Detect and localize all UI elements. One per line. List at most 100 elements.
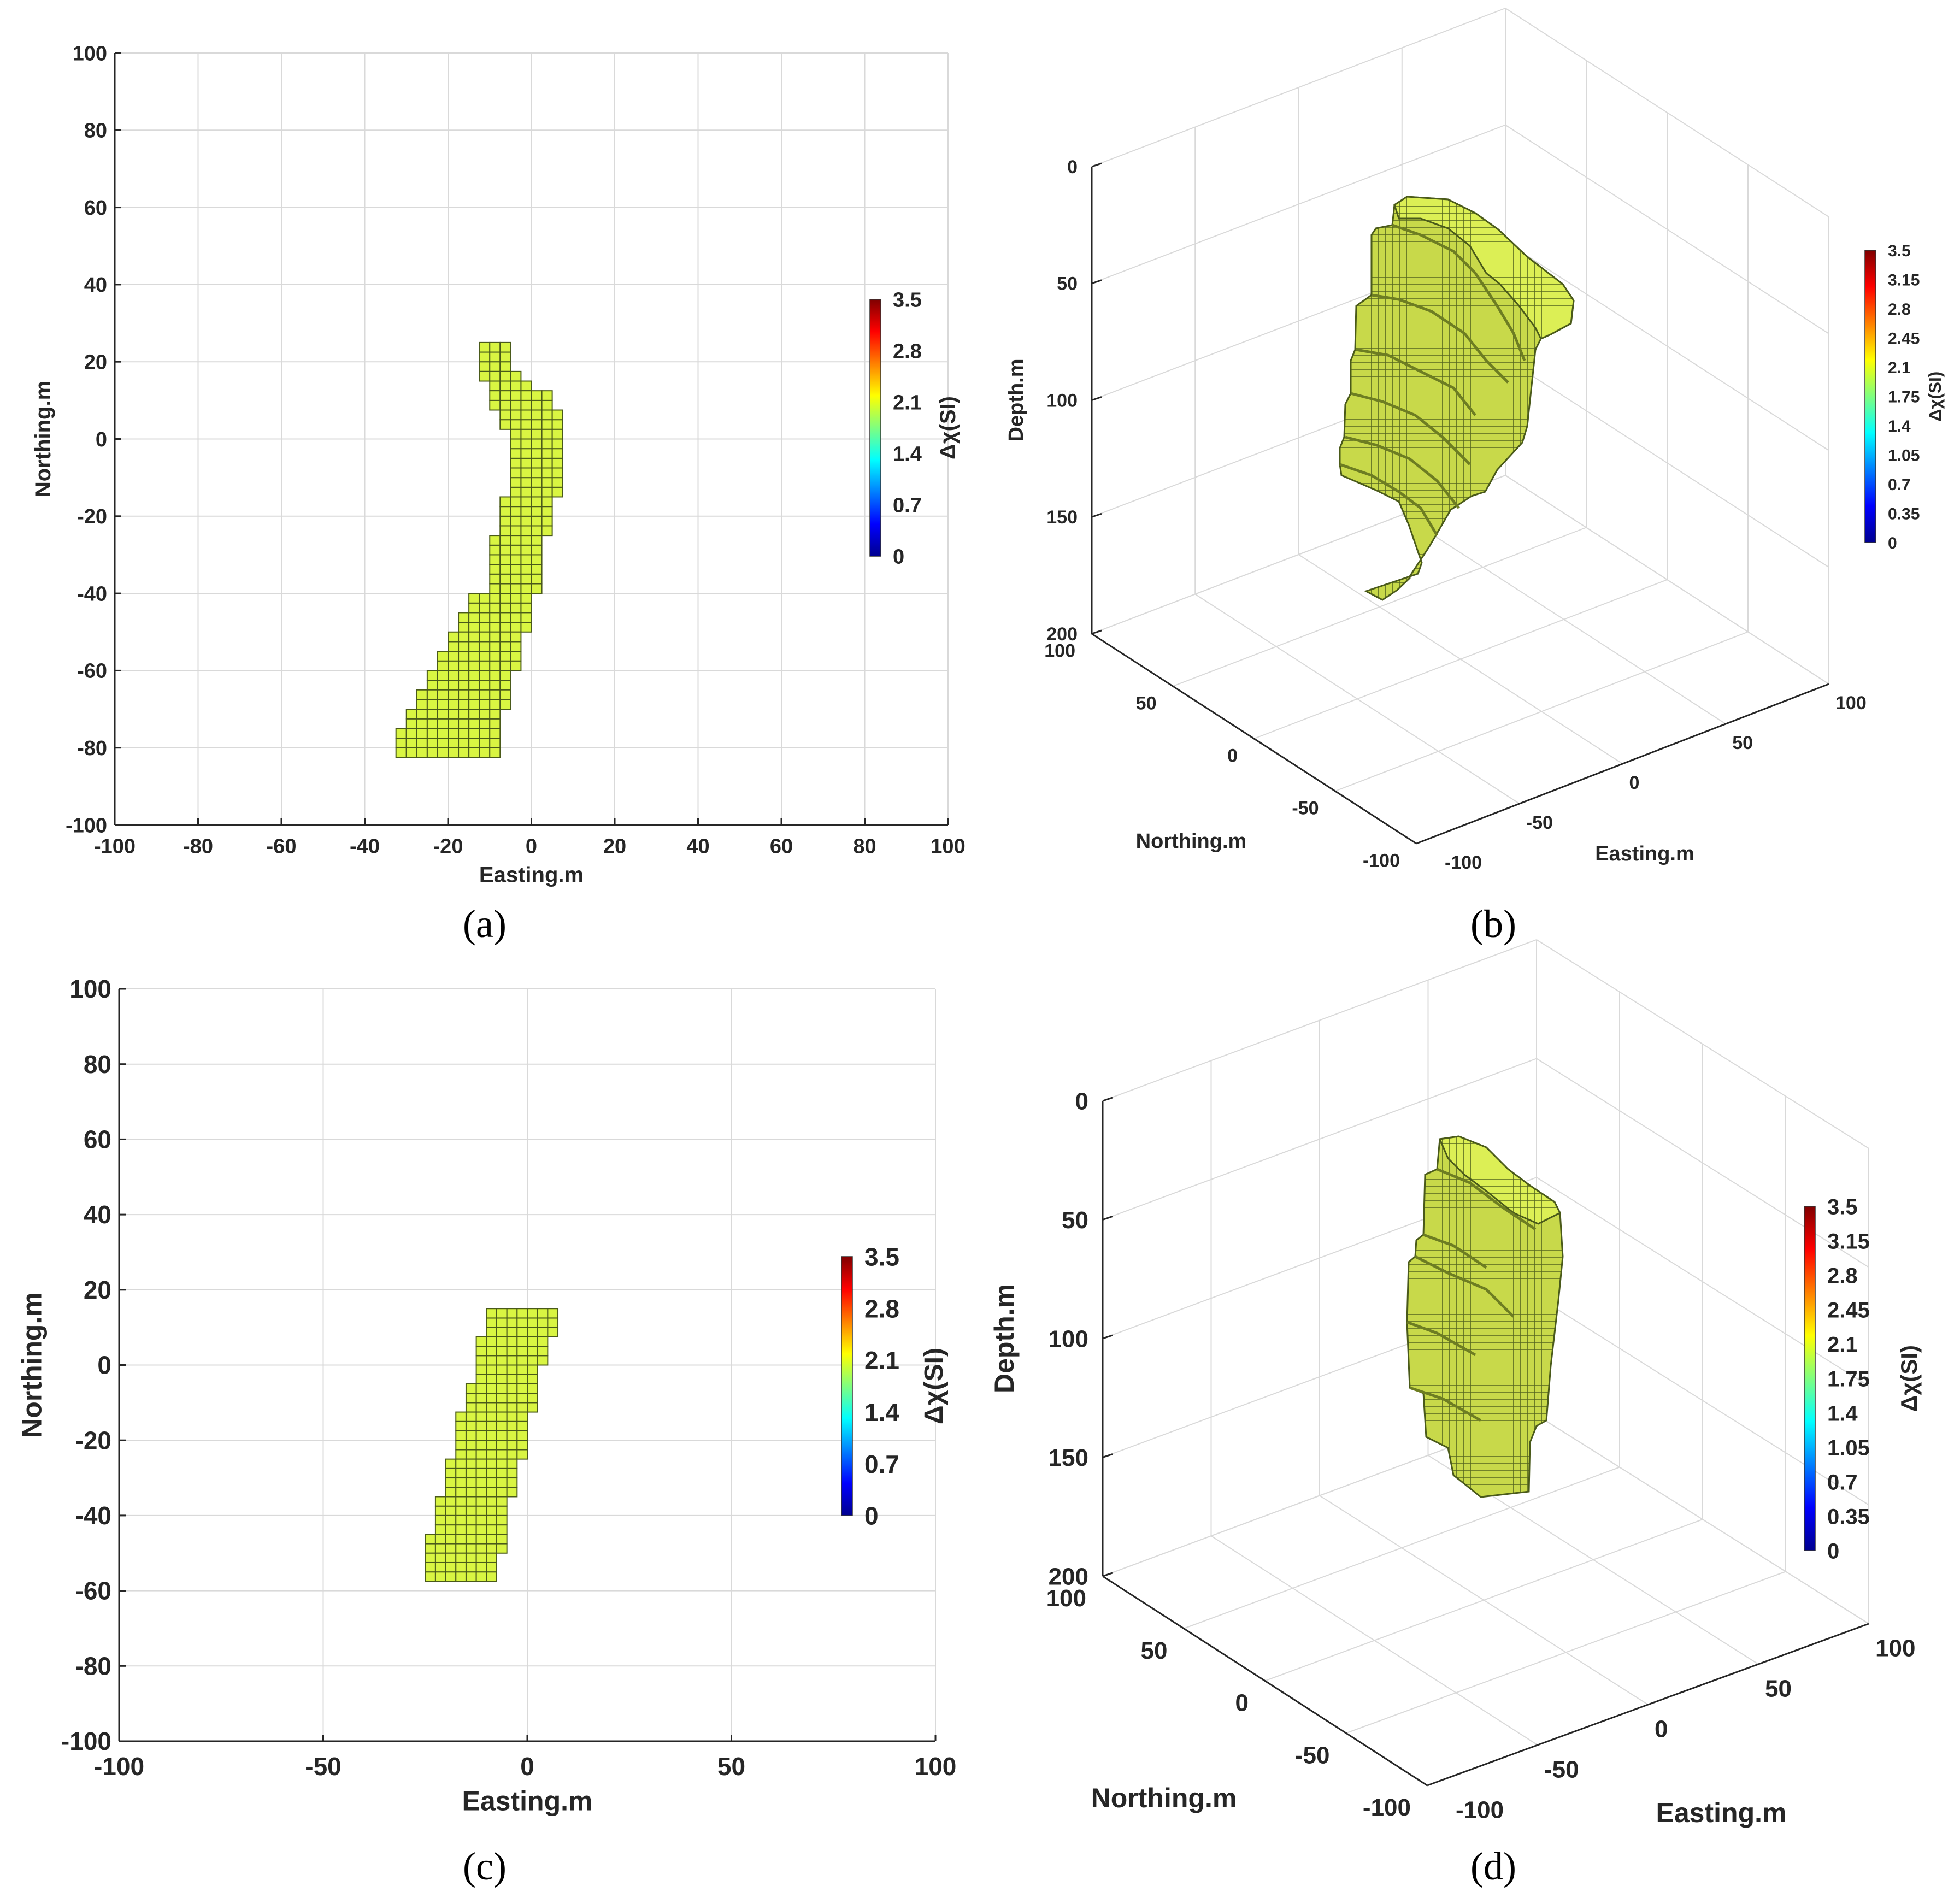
panel-c-plan-view: -100 -50 0 50 100 -100 -80 -60 -40 -20 0 20 40 60 80 10… — [16, 975, 956, 1816]
voxel-cell — [486, 1355, 497, 1366]
voxel-cell — [499, 670, 511, 681]
voxel-cell — [499, 496, 511, 508]
voxel-cell — [551, 486, 563, 498]
x-tick-label: 50 — [717, 1752, 745, 1781]
voxel-cell — [520, 583, 532, 594]
voxel-cell — [520, 428, 532, 440]
colorbar — [841, 1256, 853, 1516]
voxel-cell — [510, 535, 522, 546]
voxel-cell — [455, 1514, 467, 1526]
voxel-cell — [489, 747, 501, 758]
depth-tick-mark — [1102, 1334, 1113, 1340]
voxel-cell — [489, 544, 501, 556]
easting-tick-label: -100 — [1445, 852, 1482, 873]
voxel-cell — [448, 699, 460, 710]
voxel-cell — [506, 1467, 518, 1479]
depth-tick-mark — [1102, 1216, 1113, 1221]
voxel-cell — [496, 1496, 508, 1507]
voxel-cell — [465, 1449, 477, 1460]
depth-tick-mark — [1091, 162, 1102, 168]
y-tick-label: 40 — [84, 1200, 111, 1229]
voxel-cell — [475, 1467, 487, 1479]
voxel-cell — [551, 428, 563, 440]
voxel-cell — [499, 699, 511, 710]
voxel-cell — [468, 689, 480, 700]
floor-grid-line — [1173, 527, 1587, 687]
y-tick-label: 20 — [84, 1276, 111, 1304]
voxel-layer-edge — [1409, 1386, 1482, 1422]
voxel-cell — [434, 1561, 446, 1573]
voxel-body-top — [1438, 1135, 1562, 1225]
voxel-cell — [516, 1383, 528, 1394]
voxel-cell — [486, 1552, 497, 1563]
colorbar-tick-label: 1.4 — [893, 443, 922, 466]
voxel-cell — [520, 399, 532, 411]
voxel-cell — [531, 525, 543, 537]
voxel-cell — [510, 457, 522, 469]
voxel-cell — [486, 1487, 497, 1498]
voxel-cell — [468, 612, 480, 623]
voxel-cell — [486, 1543, 497, 1554]
voxel-cell — [475, 1496, 487, 1507]
voxel-cell — [531, 506, 543, 517]
colorbar-tick-label: 2.8 — [1888, 300, 1911, 319]
voxel-cell — [486, 1317, 497, 1328]
voxel-cell — [458, 622, 470, 633]
voxel-cell — [489, 535, 501, 546]
voxel-cell — [468, 631, 480, 643]
voxel-cell — [496, 1524, 508, 1535]
depth-tick-label: 200 — [1046, 624, 1078, 645]
voxel-cell — [395, 747, 407, 758]
back-wall-grid-line — [1091, 8, 1506, 167]
voxel-cell — [510, 651, 522, 662]
floor-grid-line — [1264, 1519, 1703, 1682]
northing-tick-label: -50 — [1295, 1742, 1330, 1769]
voxel-cell — [458, 631, 470, 643]
voxel-cell — [455, 1487, 467, 1498]
voxel-cell — [479, 747, 491, 758]
x-tick-label: -80 — [183, 835, 213, 858]
voxel-cell — [458, 699, 470, 710]
voxel-cell — [516, 1420, 528, 1431]
voxel-cell — [434, 1524, 446, 1535]
voxel-cell — [475, 1411, 487, 1422]
voxel-cell — [527, 1355, 538, 1366]
voxel-cell — [475, 1449, 487, 1460]
voxel-cell — [455, 1496, 467, 1507]
voxel-cell — [437, 728, 449, 739]
northing-tick-label: -100 — [1363, 851, 1400, 871]
y-tick-label: 60 — [84, 1125, 111, 1154]
colorbar-tick-label: 0 — [864, 1502, 879, 1530]
voxel-cell — [506, 1336, 518, 1347]
voxel-cell — [486, 1308, 497, 1319]
voxel-cell — [496, 1487, 508, 1498]
back-wall-grid-line — [1102, 939, 1537, 1101]
voxel-cell — [531, 573, 543, 585]
voxel-cell — [520, 390, 532, 401]
colorbar-tick-label: 1.05 — [1888, 446, 1920, 464]
voxel-cell — [486, 1364, 497, 1375]
voxel-cell — [455, 1411, 467, 1422]
easting-tick-label: 0 — [1629, 773, 1640, 793]
voxel-cell — [475, 1374, 487, 1384]
voxel-layer-edge — [1406, 1321, 1476, 1357]
voxel-cell — [437, 680, 449, 691]
depth-axis-label: Depth.m — [1005, 359, 1028, 442]
voxel-cell — [547, 1317, 559, 1328]
depth-tick-label: 0 — [1067, 157, 1078, 178]
voxel-cell — [489, 738, 501, 748]
easting-tick-label: 100 — [1875, 1635, 1915, 1661]
voxel-cell — [496, 1327, 508, 1337]
easting-axis — [1427, 1623, 1869, 1787]
northing-tick-label: 100 — [1044, 641, 1075, 662]
voxel-cell — [506, 1346, 518, 1357]
colorbar-tick-label: 2.1 — [1827, 1333, 1858, 1357]
voxel-cell — [445, 1514, 457, 1526]
voxel-cell — [516, 1411, 528, 1422]
voxel-cell — [547, 1308, 559, 1319]
y-axis-label: Northing.m — [31, 381, 55, 497]
voxel-cell — [489, 670, 501, 681]
voxel-layer-edge — [1423, 1233, 1487, 1269]
voxel-cell — [455, 1571, 467, 1582]
